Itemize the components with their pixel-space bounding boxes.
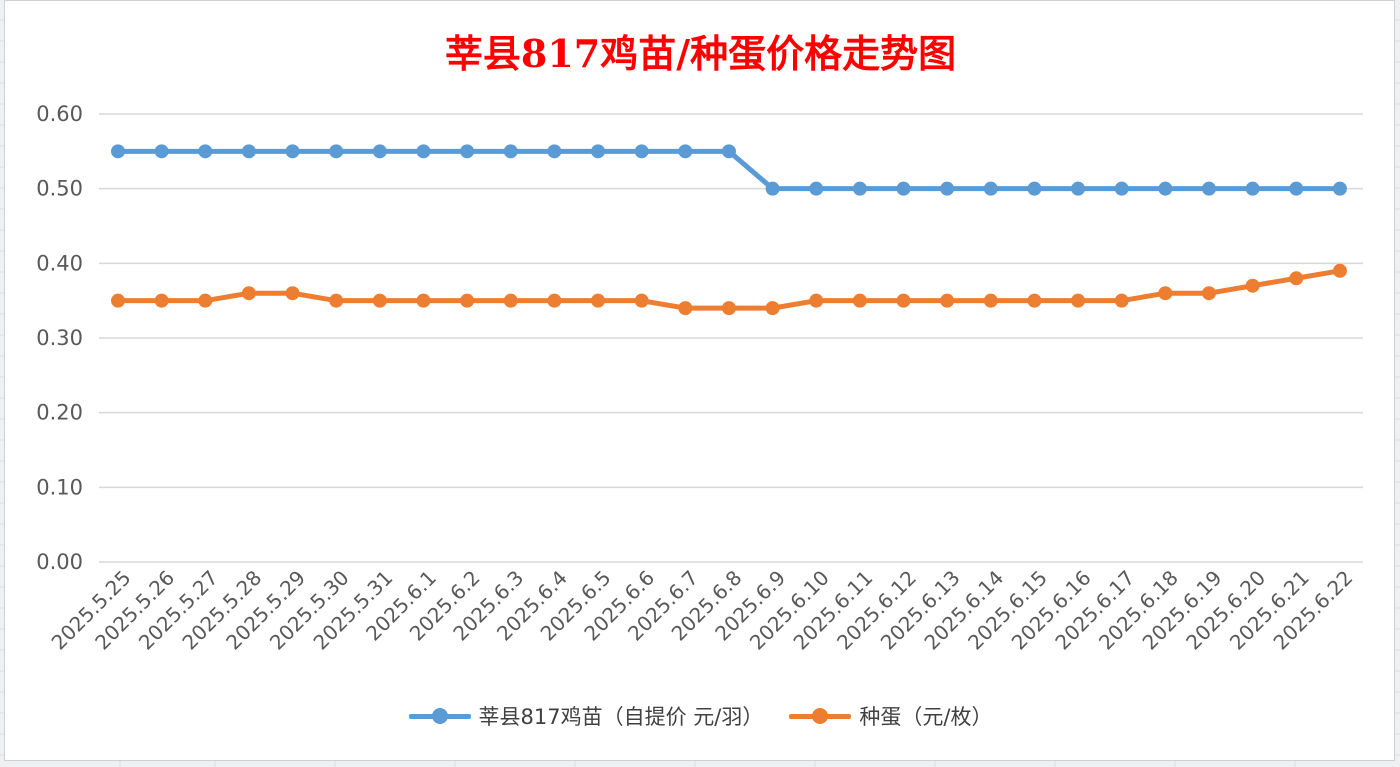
data-point-0 [1332, 181, 1347, 196]
data-point-1 [1289, 271, 1304, 286]
data-point-0 [765, 181, 780, 196]
legend-marker-chick [408, 706, 471, 726]
data-point-1 [154, 293, 169, 308]
data-point-1 [591, 293, 606, 308]
data-point-1 [1027, 293, 1042, 308]
data-point-1 [1071, 293, 1086, 308]
data-point-0 [1202, 181, 1216, 196]
data-point-0 [852, 181, 867, 196]
legend-label-egg: 种蛋（元/枚） [859, 705, 993, 729]
data-point-0 [198, 144, 213, 159]
data-point-1 [1332, 263, 1347, 278]
data-point-0 [416, 144, 431, 159]
data-point-1 [678, 301, 693, 316]
data-point-0 [1245, 181, 1260, 196]
data-point-0 [111, 144, 125, 159]
data-point-1 [460, 293, 475, 308]
data-point-0 [940, 181, 955, 196]
data-point-0 [460, 144, 475, 159]
y-tick-label: 0.40 [36, 251, 83, 275]
legend-item-chick: 莘县817鸡苗（自提价 元/羽） [408, 701, 764, 731]
data-point-1 [634, 293, 649, 308]
data-point-0 [547, 144, 562, 159]
legend: 莘县817鸡苗（自提价 元/羽） 种蛋（元/枚） [5, 701, 1396, 731]
y-tick-label: 0.10 [36, 475, 83, 499]
data-point-0 [241, 144, 256, 159]
data-point-0 [896, 181, 911, 196]
data-point-0 [1071, 181, 1086, 196]
data-point-0 [285, 144, 300, 159]
data-point-1 [372, 293, 387, 308]
data-point-1 [896, 293, 911, 308]
legend-label-chick: 莘县817鸡苗（自提价 元/羽） [478, 705, 764, 729]
data-point-1 [1158, 286, 1173, 301]
y-tick-label: 0.60 [36, 102, 83, 126]
data-point-0 [154, 144, 169, 159]
data-point-1 [416, 293, 431, 308]
data-point-1 [285, 286, 300, 301]
data-point-1 [111, 293, 125, 308]
data-point-1 [983, 293, 998, 308]
data-point-1 [1245, 278, 1260, 293]
data-point-1 [852, 293, 867, 308]
data-point-0 [1027, 181, 1042, 196]
data-point-1 [503, 293, 518, 308]
data-point-0 [591, 144, 606, 159]
data-point-0 [634, 144, 649, 159]
data-point-0 [1158, 181, 1173, 196]
data-point-1 [241, 286, 256, 301]
data-point-1 [1202, 286, 1216, 301]
data-point-0 [503, 144, 518, 159]
data-point-0 [372, 144, 387, 159]
data-point-0 [721, 144, 736, 159]
data-point-1 [198, 293, 213, 308]
data-point-1 [721, 301, 736, 316]
y-tick-label: 0.20 [36, 401, 83, 425]
chart-area[interactable]: 莘县817鸡苗/种蛋价格走势图 0.00 0.10 0.20 0.30 0.40 0.50… [4, 0, 1395, 761]
data-point-0 [1289, 181, 1304, 196]
data-point-1 [765, 301, 780, 316]
data-point-0 [678, 144, 693, 159]
data-point-0 [809, 181, 824, 196]
legend-item-egg: 种蛋（元/枚） [789, 701, 992, 731]
data-point-1 [1114, 293, 1129, 308]
data-point-1 [329, 293, 344, 308]
data-point-1 [809, 293, 824, 308]
data-point-0 [329, 144, 344, 159]
chart-title: 莘县817鸡苗/种蛋价格走势图 [444, 31, 957, 76]
data-point-0 [983, 181, 998, 196]
y-tick-label: 0.50 [36, 177, 83, 201]
data-point-1 [547, 293, 562, 308]
legend-marker-egg [789, 706, 852, 726]
plot-area: 0.000.100.200.300.400.500.602025.5.25202… [36, 102, 1363, 655]
data-point-1 [940, 293, 955, 308]
y-tick-label: 0.00 [36, 550, 83, 574]
data-point-0 [1114, 181, 1129, 196]
y-tick-label: 0.30 [36, 326, 83, 350]
